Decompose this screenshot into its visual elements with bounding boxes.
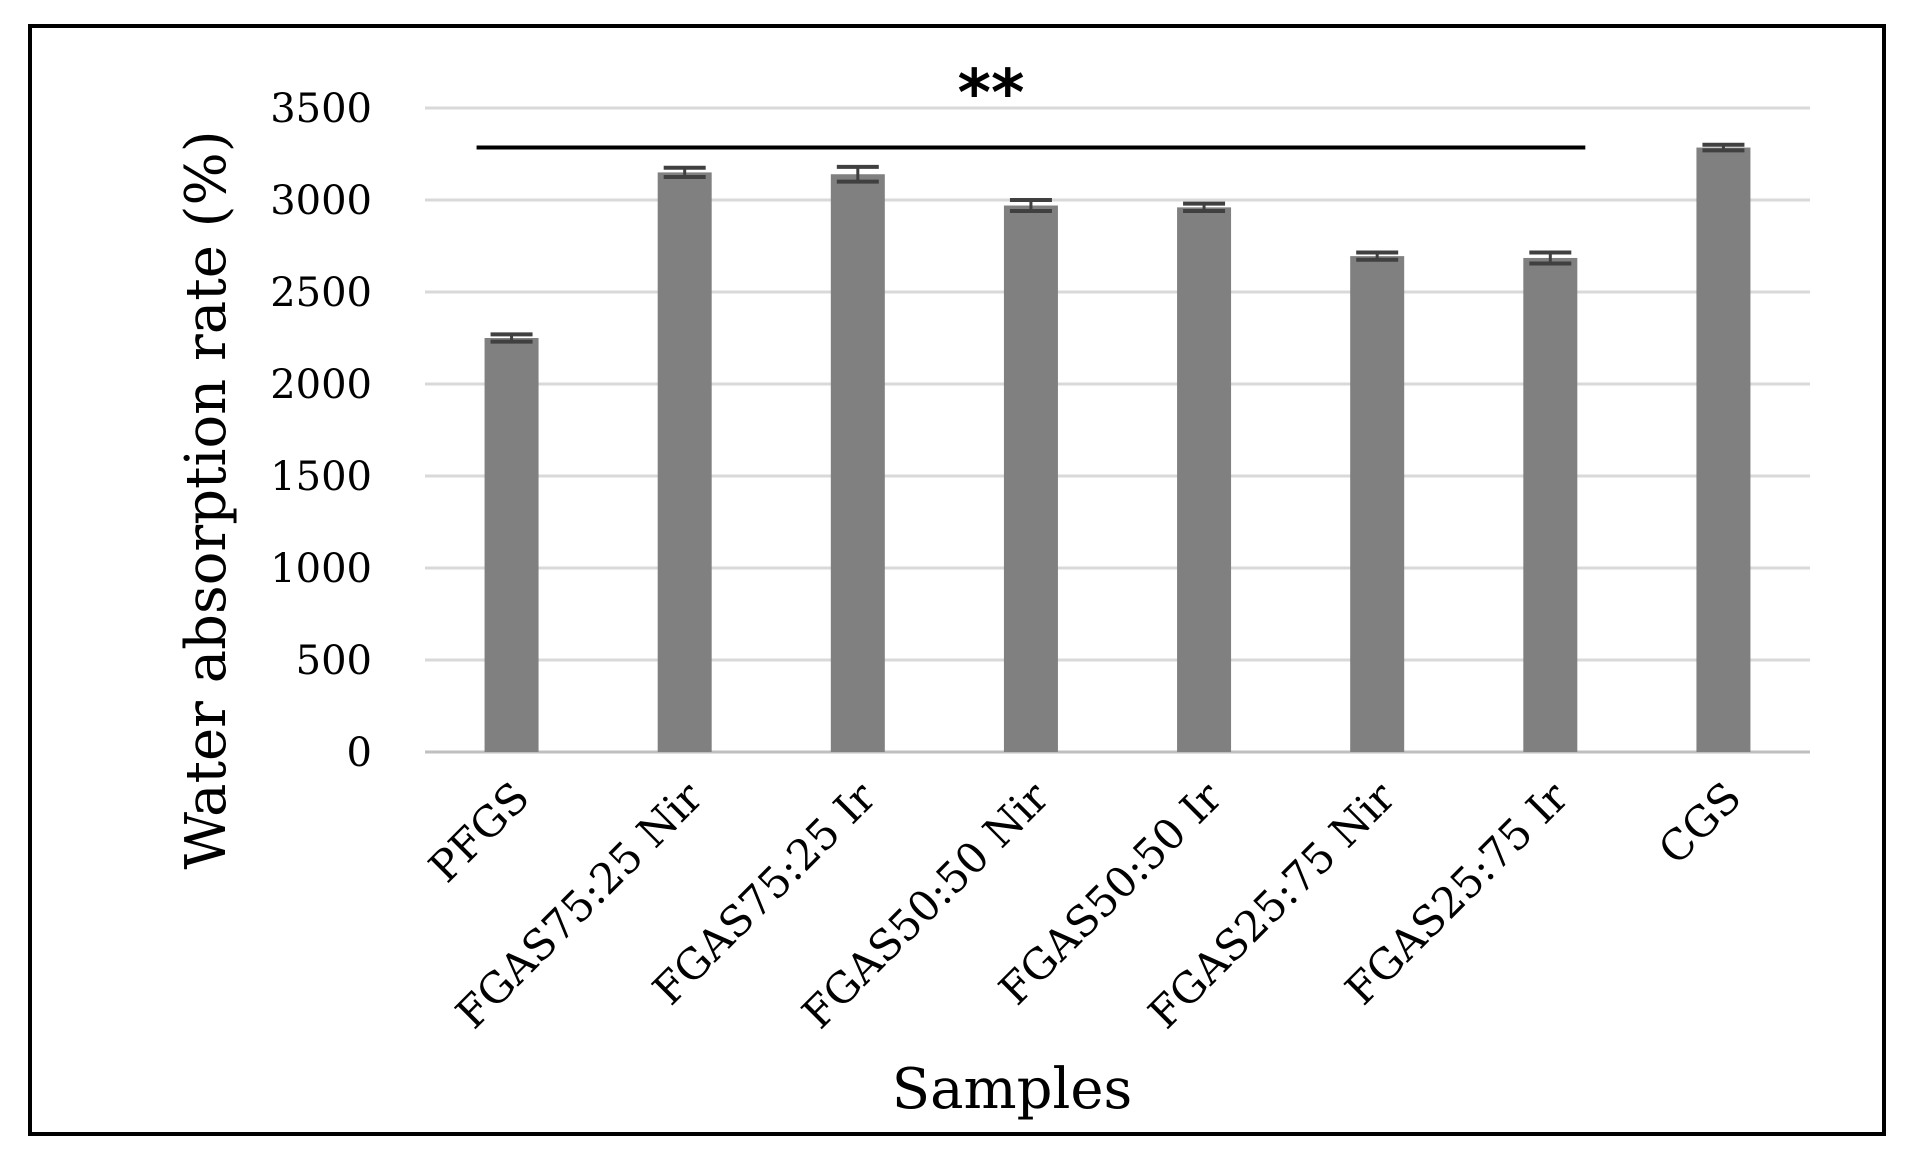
y-tick-label: 1000	[270, 546, 372, 592]
significance-annotation: **	[476, 57, 1586, 150]
bar	[1350, 256, 1405, 752]
significance-marker: **	[957, 57, 1024, 131]
gridlines	[425, 106, 1810, 754]
error-bar	[1356, 250, 1399, 262]
error-bar	[663, 165, 706, 179]
error-bar	[490, 332, 533, 344]
bar	[657, 172, 712, 752]
error-bar	[1529, 250, 1572, 266]
bar	[1177, 207, 1232, 753]
y-tick-label: 3500	[270, 86, 372, 132]
y-tick-label: 1500	[270, 454, 372, 500]
bar	[1523, 257, 1578, 752]
bar	[830, 174, 885, 753]
x-category-label: PFGS	[419, 772, 538, 891]
y-axis-label: Water absorption rate (%)	[174, 130, 239, 869]
bar	[1696, 147, 1751, 752]
error-bar	[1183, 201, 1226, 214]
x-category-label: CGS	[1649, 772, 1750, 873]
x-axis-label: Samples	[892, 1057, 1133, 1122]
y-tick-label: 0	[347, 730, 372, 776]
y-axis-ticks: 0 500 1000 1500 2000 2500 3000 3500	[270, 86, 372, 776]
bars	[484, 147, 1751, 753]
y-tick-label: 3000	[270, 178, 372, 224]
y-tick-label: 2000	[270, 362, 372, 408]
error-bar	[1702, 142, 1745, 153]
error-bar	[1009, 198, 1052, 214]
bar	[1003, 205, 1058, 752]
error-bars	[490, 142, 1745, 344]
y-tick-label: 2500	[270, 270, 372, 316]
y-tick-label: 500	[296, 638, 372, 684]
error-bar	[836, 164, 879, 184]
bar	[484, 338, 539, 752]
